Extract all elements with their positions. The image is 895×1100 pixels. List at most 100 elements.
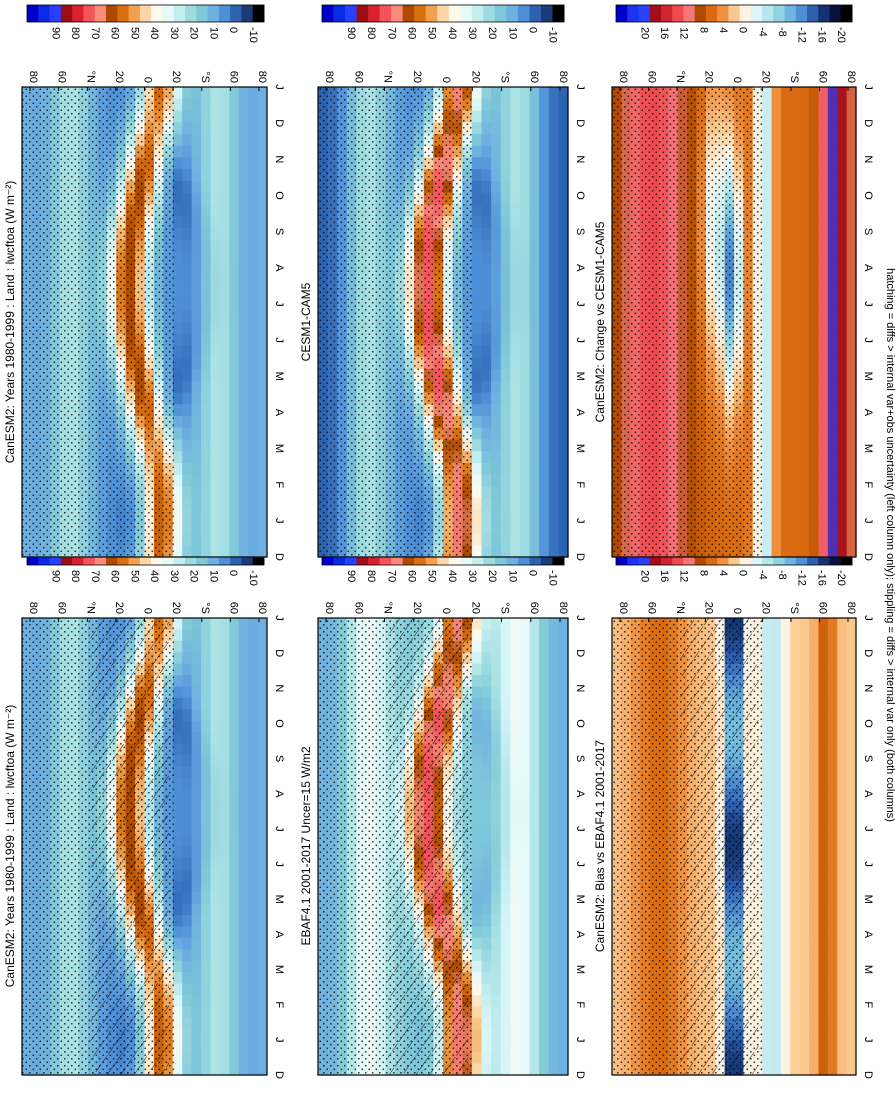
heatmap-cell (539, 686, 550, 699)
heatmap-cell (191, 915, 202, 928)
heatmap-cell (229, 686, 240, 699)
heatmap-cell (182, 369, 193, 382)
heatmap-cell (238, 892, 249, 905)
colorbar-swatch (448, 5, 461, 22)
heatmap-cell (182, 157, 193, 170)
heatmap-cell (191, 926, 202, 939)
heatmap-cell (519, 392, 531, 405)
heatmap-cell (790, 755, 801, 768)
heatmap-cell (182, 427, 193, 441)
heatmap-cell (229, 204, 240, 217)
heatmap-cell (191, 533, 202, 546)
month-tick-label: D (574, 649, 586, 657)
heatmap-cell (548, 463, 559, 476)
heatmap-cell (790, 652, 801, 665)
heatmap-cell (481, 110, 492, 123)
heatmap-cell (799, 800, 810, 813)
heatmap-cell (219, 983, 230, 996)
heatmap-cell (558, 812, 569, 825)
heatmap-cell (229, 322, 240, 335)
heatmap-cell (248, 652, 259, 665)
heatmap-cell (558, 369, 569, 382)
heatmap-cell (558, 823, 569, 836)
heatmap-cell (510, 732, 521, 745)
heatmap-cell (172, 228, 183, 241)
heatmap-cell (248, 880, 259, 893)
heatmap-cell (510, 416, 521, 429)
heatmap-cell (548, 800, 559, 813)
heatmap-cell (500, 451, 511, 464)
heatmap-cell (248, 1017, 259, 1030)
heatmap-cell (201, 937, 212, 950)
heatmap-cell (558, 777, 569, 790)
heatmap-cell (510, 463, 521, 476)
heatmap-cell (257, 823, 268, 836)
heatmap-cell (191, 960, 202, 973)
heatmap-cell (529, 345, 540, 358)
heatmap-cell (818, 777, 829, 790)
heatmap-cell (481, 122, 492, 135)
heatmap-cell (229, 960, 240, 973)
heatmap-cell (248, 937, 259, 950)
heatmap-cell (558, 1006, 569, 1019)
heatmap-cell (481, 869, 492, 882)
heatmap-cell (238, 333, 249, 347)
heatmap-cell (481, 216, 492, 229)
heatmap-cell (172, 463, 183, 476)
heatmap-cell (248, 380, 259, 394)
heatmap-cell (257, 369, 268, 382)
heatmap-cell (799, 743, 810, 756)
heatmap-cell (172, 392, 183, 405)
heatmap-cell (191, 880, 202, 893)
heatmap-cell (238, 439, 249, 452)
heatmap-cell (481, 486, 492, 499)
heatmap-cell (172, 800, 183, 813)
heatmap-cell (210, 310, 221, 323)
heatmap-cell (491, 427, 502, 441)
heatmap-cell (172, 777, 183, 790)
heatmap-cell (558, 110, 569, 123)
heatmap-cell (471, 545, 483, 558)
heatmap-cell (219, 298, 230, 311)
month-tick-label: D (574, 119, 586, 127)
heatmap-cell (510, 110, 521, 123)
heatmap-cell (238, 766, 249, 779)
heatmap-cell (558, 857, 569, 870)
heatmap-cell (201, 110, 212, 123)
heatmap-cell (799, 686, 810, 699)
heatmap-cell (229, 239, 240, 253)
colorbar-swatch (471, 5, 484, 22)
heatmap-cell (248, 823, 259, 836)
heatmap-cell (500, 169, 511, 182)
heatmap-cell (191, 345, 202, 358)
heatmap-cell (539, 789, 550, 802)
heatmap-cell (257, 463, 268, 476)
heatmap-cell (827, 675, 838, 688)
heatmap-cell (539, 1063, 550, 1076)
heatmap-cell (248, 697, 259, 711)
heatmap-cell (491, 720, 502, 733)
month-tick-label: J (574, 861, 586, 867)
heatmap-cell (229, 145, 240, 159)
month-tick-label: N (574, 684, 586, 692)
heatmap-cell (229, 812, 240, 825)
heatmap-cell (481, 98, 492, 112)
heatmap-cell (558, 181, 569, 194)
heatmap-cell (491, 892, 502, 905)
heatmap-cell (182, 134, 193, 147)
heatmap-cell (248, 720, 259, 733)
heatmap-cell (257, 732, 268, 745)
heatmap-cell (219, 1063, 230, 1076)
heatmap-cell (548, 686, 559, 699)
heatmap-cell (529, 949, 540, 962)
heatmap-cell (219, 122, 230, 135)
heatmap-cell (201, 789, 212, 802)
heatmap-cell (548, 404, 559, 417)
heatmap-cell (182, 87, 193, 100)
heatmap-cell (762, 640, 773, 653)
heatmap-cell (191, 192, 202, 206)
heatmap-cell (539, 145, 550, 159)
heatmap-cell (210, 169, 221, 182)
heatmap-cell (219, 310, 230, 323)
heatmap-cell (191, 110, 202, 123)
